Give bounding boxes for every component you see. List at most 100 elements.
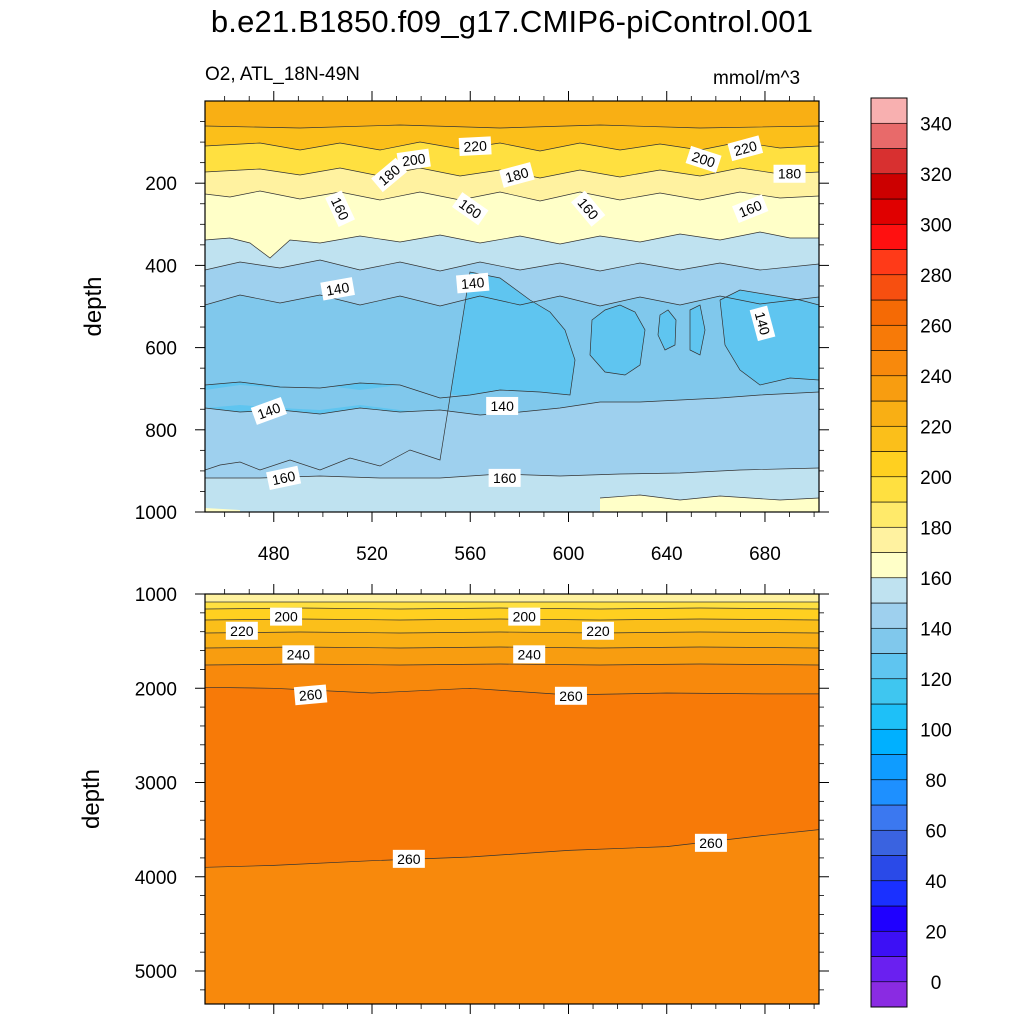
colorbar-swatch (870, 602, 908, 629)
x-tick-label: 520 (356, 544, 388, 565)
colorbar-swatch (870, 97, 908, 124)
contour-label-box (458, 136, 492, 157)
colorbar-swatch (870, 425, 908, 452)
upper-axis-ticks: 480 520 560 600 640 680 200 400 600 800 1000 (135, 91, 829, 565)
y-tick-label: 4000 (135, 868, 177, 889)
contour-label-box (508, 607, 541, 626)
contour-label-box (685, 145, 722, 173)
lower-contour-labels: 200 220 200 220 240 240 260 260 260 260 (225, 607, 727, 868)
colorbar-swatch (870, 627, 908, 654)
colorbar-label: 300 (920, 215, 952, 236)
contour-label-text: 140 (255, 399, 283, 422)
contour-label-box (266, 465, 302, 491)
contour-label-box (396, 148, 431, 171)
colorbar-swatch (870, 779, 908, 806)
colorbar-label: 80 (925, 771, 946, 792)
contour-label: 260 (293, 684, 328, 706)
colorbar-frame (870, 97, 908, 1008)
contour-label-text: 240 (287, 646, 311, 662)
chart-title: b.e21.B1850.f09_g17.CMIP6-piControl.001 (210, 4, 814, 39)
contour-label-text: 180 (778, 166, 802, 182)
contour-label: 260 (554, 686, 587, 705)
colorbar-label: 40 (925, 872, 946, 893)
colorbar-label: 200 (920, 468, 952, 489)
contour-label: 140 (486, 396, 519, 415)
contour-label-box (250, 396, 287, 425)
upper-panel: 480 520 560 600 640 680 200 400 600 800 1000 220 22… (135, 91, 829, 565)
colorbar-swatch (870, 173, 908, 200)
colorbar-swatch (870, 653, 908, 680)
x-tick-label: 680 (749, 544, 781, 565)
contour-label-box (749, 305, 776, 342)
contour-label-text: 180 (504, 164, 531, 186)
contour-label-box (451, 192, 489, 226)
contour-label-box (486, 396, 519, 415)
colorbar-swatch (870, 880, 908, 907)
contour-label-box (694, 833, 727, 852)
contour-label-box (554, 686, 587, 705)
contour-label: 140 (749, 305, 776, 342)
contour-label-text: 220 (230, 623, 254, 639)
units-label: mmol/m^3 (713, 68, 801, 89)
colorbar-swatch (870, 324, 908, 351)
lower-axis-ticks: 1000 2000 3000 4000 5000 (135, 584, 829, 1014)
contour-label-box (282, 645, 315, 664)
contour-label-box (581, 621, 614, 640)
contour-label: 140 (320, 277, 355, 301)
contour-label: 140 (455, 272, 490, 294)
y-axis-labels: depth depth (78, 276, 107, 829)
contour-label-box (513, 645, 546, 664)
contour-label-text: 260 (559, 688, 583, 704)
colorbar-label: 240 (920, 367, 952, 388)
contour-label: 140 (250, 396, 287, 425)
contour-label: 200 (685, 145, 722, 173)
contour-label-box (732, 194, 769, 224)
contour-label-box (325, 190, 355, 227)
y-tick-label: 600 (145, 339, 177, 360)
contour-label: 220 (225, 621, 258, 640)
x-tick-label: 480 (258, 544, 290, 565)
contour-label-text: 260 (397, 851, 421, 867)
contour-label-text: 140 (490, 398, 514, 414)
colorbar-swatch (870, 299, 908, 326)
colorbar-label: 160 (920, 569, 952, 590)
contour-label: 260 (694, 833, 727, 852)
contour-label: 180 (773, 164, 806, 183)
contour-label-text: 200 (513, 609, 537, 625)
contour-label-box (320, 277, 355, 301)
colorbar-swatch (870, 956, 908, 983)
colorbar-swatch (870, 855, 908, 882)
contour-label-box (727, 135, 764, 162)
colorbar-label: 280 (920, 266, 952, 287)
contour-label-box (225, 621, 258, 640)
colorbar-swatch (870, 930, 908, 957)
colorbar-label: 20 (925, 922, 946, 943)
colorbar-swatch (870, 754, 908, 781)
y-axis-label: depth (80, 276, 107, 336)
contour-label: 240 (513, 645, 546, 664)
lower-plot-frame (204, 593, 820, 1005)
y-tick-label: 1000 (135, 503, 177, 524)
contour-label-text: 200 (401, 150, 427, 169)
x-tick-label: 600 (553, 544, 585, 565)
contour-label: 200 (270, 607, 303, 626)
x-tick-label: 640 (651, 544, 683, 565)
colorbar-label: 0 (931, 973, 942, 994)
colorbar-label: 320 (920, 165, 952, 186)
colorbar-swatch (870, 375, 908, 402)
contour-label-text: 220 (463, 138, 487, 155)
colorbar-swatch (870, 223, 908, 250)
colorbar-swatch (870, 451, 908, 478)
x-tick-label: 560 (454, 544, 486, 565)
contour-label-text: 260 (298, 686, 323, 704)
contour-label: 220 (581, 621, 614, 640)
y-tick-label: 2000 (135, 679, 177, 700)
contour-label-box (371, 157, 408, 193)
contour-label-text: 140 (325, 279, 351, 299)
contour-label-box (455, 272, 490, 294)
contour-label-box (570, 190, 606, 227)
colorbar-label: 100 (920, 720, 952, 741)
